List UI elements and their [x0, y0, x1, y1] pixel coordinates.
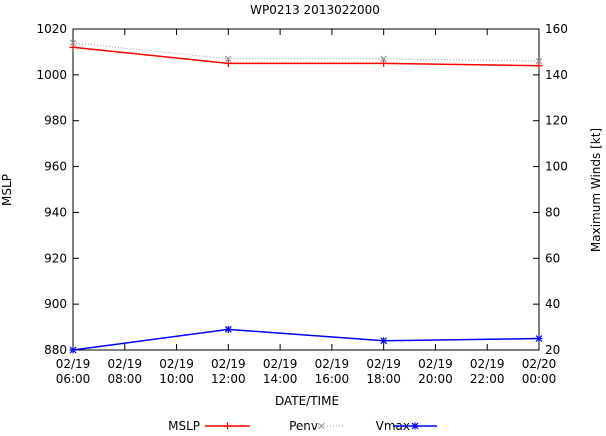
- legend-marker-vmax: [411, 422, 419, 430]
- y-left-tick-label: 920: [44, 251, 67, 265]
- x-tick-label-date: 02/19: [263, 357, 298, 371]
- x-tick-label-time: 08:00: [107, 372, 142, 386]
- data-point-mslp: [535, 62, 543, 70]
- y-axis-left-label: MSLP: [0, 174, 14, 206]
- y-left-tick-label: 900: [44, 297, 67, 311]
- x-tick-label-date: 02/19: [366, 357, 401, 371]
- data-point-vmax: [380, 337, 388, 345]
- legend-marker-mslp: [224, 422, 231, 430]
- legend-label-vmax: Vmax: [376, 419, 410, 432]
- data-point-vmax-stroke: [535, 335, 543, 342]
- data-point-vmax-stroke: [224, 325, 232, 333]
- x-tick-label-time: 16:00: [315, 372, 350, 386]
- legend-label-mslp: MSLP: [168, 419, 200, 432]
- legend-marker-penv-stroke: [318, 422, 325, 430]
- x-tick-label-time: 20:00: [418, 372, 453, 386]
- data-point-mslp: [224, 59, 232, 67]
- x-axis-label: DATE/TIME: [275, 394, 339, 408]
- data-point-penv: [380, 55, 387, 63]
- data-point-penv: [535, 57, 543, 65]
- y-left-tick-label: 960: [44, 160, 67, 174]
- data-point-penv: [225, 55, 232, 63]
- data-point-vmax-stroke: [380, 337, 388, 345]
- x-tick-label-time: 00:00: [522, 372, 557, 386]
- y-left-tick-label: 980: [44, 114, 67, 128]
- x-tick-label-date: 02/20: [522, 357, 557, 371]
- x-tick-label-time: 12:00: [211, 372, 246, 386]
- data-point-mslp: [69, 43, 77, 51]
- y-right-tick-label: 60: [545, 251, 560, 265]
- data-point-vmax: [224, 325, 232, 333]
- y-right-tick-label: 160: [545, 22, 568, 36]
- x-tick-label-time: 14:00: [263, 372, 298, 386]
- data-point-penv-stroke: [535, 57, 543, 65]
- y-right-tick-label: 140: [545, 68, 568, 82]
- data-point-mslp: [380, 59, 388, 67]
- y-right-tick-label: 20: [545, 343, 560, 357]
- y-left-tick-label: 880: [44, 343, 67, 357]
- x-tick-label-date: 02/19: [56, 357, 91, 371]
- series-line-penv: [72, 42, 540, 62]
- data-point-vmax: [535, 335, 543, 343]
- x-tick-label-time: 10:00: [159, 372, 194, 386]
- data-point-vmax-stroke: [69, 346, 77, 354]
- x-tick-label-date: 02/19: [211, 357, 246, 371]
- y-right-tick-label: 100: [545, 160, 568, 174]
- legend-marker-penv: [318, 422, 325, 430]
- data-point-penv-stroke: [380, 55, 387, 63]
- y-right-tick-label: 120: [545, 114, 568, 128]
- x-tick-label-time: 06:00: [56, 372, 91, 386]
- legend-marker-vmax-stroke: [411, 422, 419, 430]
- y-right-tick-label: 40: [545, 297, 560, 311]
- series-line-mslp: [72, 46, 540, 67]
- y-axis-right-label: Maximum Winds [kt]: [589, 128, 603, 252]
- y-left-tick-label: 940: [44, 205, 67, 219]
- y-right-tick-label: 80: [545, 205, 560, 219]
- x-tick-label-date: 02/19: [107, 357, 142, 371]
- x-tick-label-date: 02/19: [418, 357, 453, 371]
- x-tick-label-date: 02/19: [159, 357, 194, 371]
- plot-frame: [72, 28, 540, 351]
- y-left-tick-label: 1020: [36, 22, 67, 36]
- x-tick-label-date: 02/19: [470, 357, 505, 371]
- chart-title: WP0213 2013022000: [250, 3, 380, 17]
- x-tick-label-time: 22:00: [470, 372, 505, 386]
- x-tick-label-time: 18:00: [366, 372, 401, 386]
- data-point-penv-stroke: [69, 39, 77, 46]
- data-point-vmax: [69, 346, 77, 354]
- data-point-penv-stroke: [225, 55, 232, 63]
- x-tick-label-date: 02/19: [315, 357, 350, 371]
- y-left-tick-label: 1000: [36, 68, 67, 82]
- data-point-penv: [69, 39, 77, 46]
- series-line-vmax: [72, 328, 540, 351]
